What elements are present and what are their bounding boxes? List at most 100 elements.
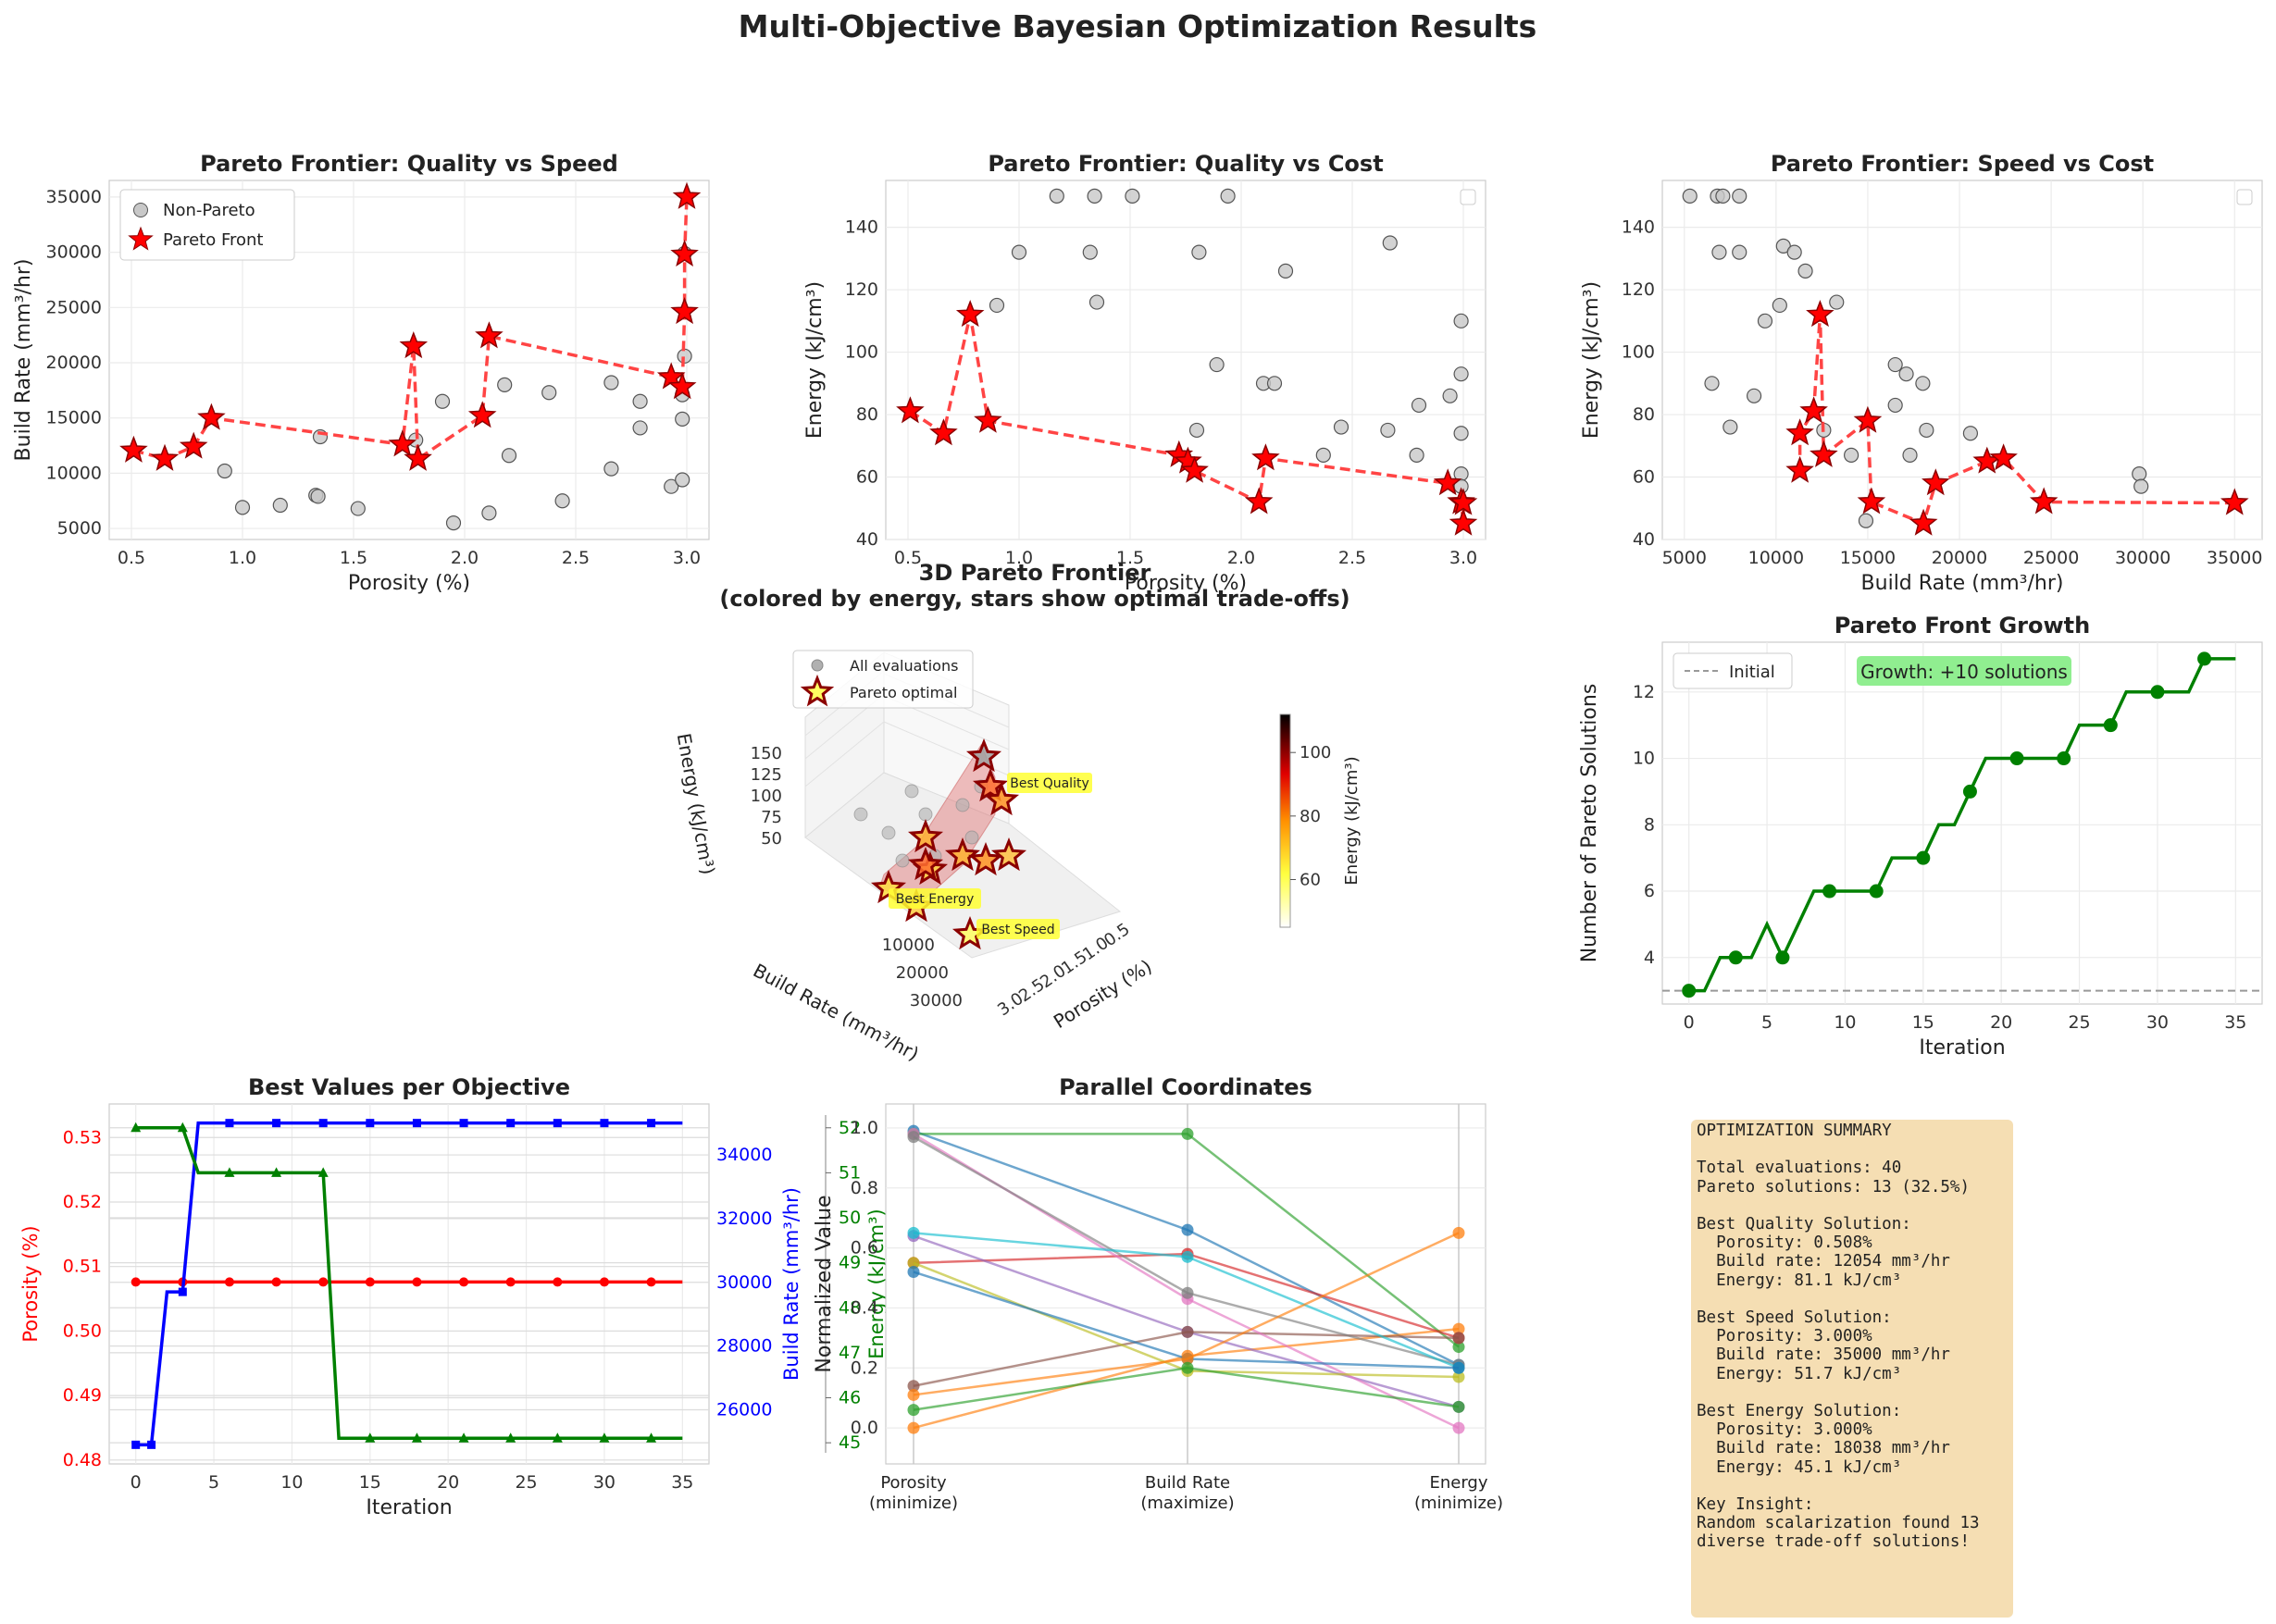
pane-gridline (804, 721, 885, 787)
pareto-point (1857, 487, 1886, 514)
parallel-point (907, 1257, 920, 1270)
chart-title: Pareto Frontier: Quality vs Cost (988, 151, 1383, 177)
best-point (224, 1277, 234, 1287)
y-tick-label-porosity: 0.49 (63, 1385, 102, 1406)
annotation-label: Best Energy (896, 892, 974, 907)
x-tick-label: 20000 (1932, 548, 1987, 568)
pareto-point (1806, 300, 1834, 328)
non-pareto-point (1829, 294, 1845, 310)
evaluation-point (918, 807, 933, 822)
annotation-label: Best Quality (1010, 776, 1088, 791)
legend-label: Initial (1729, 663, 1775, 682)
x-tick-label: 5000 (1662, 548, 1707, 568)
pareto-point (1799, 396, 1828, 424)
x-tick-label: 25000 (2023, 548, 2079, 568)
parallel-point (1181, 1250, 1194, 1263)
non-pareto-point (1209, 356, 1225, 373)
x-tick-label: 35000 (2207, 548, 2262, 568)
parallel-point (1452, 1400, 1465, 1413)
best-point (131, 1277, 141, 1287)
x-tick-label: 20 (1990, 1012, 2012, 1033)
y-tick-label: 0.8 (851, 1178, 878, 1198)
y-tick-label-energy: 48 (839, 1297, 861, 1318)
parallel-point (1452, 1322, 1465, 1335)
y-tick-label: 30000 (46, 242, 102, 263)
non-pareto-point (632, 393, 648, 409)
growth-point (1728, 950, 1743, 965)
non-pareto-point (1887, 397, 1903, 414)
pareto-point (1810, 440, 1838, 467)
legend-label: Pareto Front (163, 230, 263, 250)
pareto-point (1785, 455, 1814, 483)
x-tick-label: 35 (671, 1472, 693, 1493)
best-point (271, 1167, 282, 1177)
parallel-point (907, 1266, 920, 1279)
legend-box (1673, 652, 1793, 689)
z-tick-label: 150 (751, 744, 782, 763)
parallel-point (1181, 1353, 1194, 1366)
parallel-point (1452, 1370, 1465, 1383)
chart-subtitle: (colored by energy, stars show optimal t… (719, 586, 1349, 612)
y-tick-label: 25000 (46, 297, 102, 317)
best-point (553, 1277, 563, 1287)
y-tick-label: 80 (856, 404, 878, 425)
y-tick-label: 0.0 (851, 1418, 878, 1438)
parallel-point (1181, 1361, 1194, 1374)
chart-title: Pareto Frontier: Speed vs Cost (1771, 151, 2154, 177)
non-pareto-point (1682, 188, 1698, 204)
growth-point (2150, 685, 2165, 700)
growth-point (2103, 718, 2118, 733)
category-label: Porosity (880, 1473, 947, 1493)
x-tick-label: 30000 (2115, 548, 2170, 568)
best-point (271, 1277, 281, 1287)
growth-annotation-box (1857, 656, 2071, 686)
x-tick-label: 15 (1912, 1012, 1934, 1033)
non-pareto-point (1411, 397, 1427, 414)
annotation-box (1007, 773, 1092, 793)
x-tick-label: 15 (359, 1472, 381, 1493)
y-tick-label: 35000 (46, 187, 102, 207)
y-tick-label: 8 (1644, 814, 1655, 835)
non-pareto-point (217, 463, 232, 479)
y-axis-label: Number of Pareto Solutions (1578, 684, 1601, 963)
best-point (600, 1119, 609, 1128)
parallel-point (1452, 1361, 1465, 1374)
best-point (318, 1277, 329, 1287)
y-tick-label: 10 (1633, 749, 1655, 769)
pareto-point (2029, 487, 2058, 514)
pareto-point (399, 331, 429, 359)
pareto-star (967, 841, 1004, 876)
pareto-point (929, 418, 958, 446)
legend-marker-pareto (128, 226, 154, 251)
pareto-point (667, 372, 697, 400)
pareto-star (972, 767, 1009, 802)
y-tick-label-porosity: 0.53 (63, 1127, 102, 1147)
non-pareto-point (1844, 447, 1859, 464)
x-axis-label: Porosity (%) (348, 572, 470, 595)
plot-area (885, 180, 1486, 540)
evaluation-point (881, 825, 896, 840)
parallel-point (907, 1388, 920, 1401)
x-tick-label: 10 (280, 1472, 303, 1493)
non-pareto-point (1715, 188, 1731, 204)
best-point (365, 1432, 376, 1443)
y-tick-label-porosity: 0.52 (63, 1192, 102, 1212)
x-tick-label: 3.0 (1449, 548, 1477, 568)
chart-title: Parallel Coordinates (1059, 1074, 1312, 1100)
colorbar-tick-label: 80 (1300, 807, 1321, 826)
y-tick-label: 1.0 (851, 1118, 878, 1138)
y-axis-label: Energy (kJ/cm³) (1580, 281, 1603, 439)
pareto-point (388, 429, 417, 457)
pareto-point (179, 431, 208, 459)
x-tick-label: 2.5 (562, 548, 590, 568)
legend-marker-pareto (800, 674, 835, 707)
pareto-point (475, 321, 504, 349)
non-pareto-point (310, 489, 326, 504)
y-tick-label: 20000 (46, 353, 102, 373)
non-pareto-point (1919, 422, 1934, 439)
best-point (131, 1440, 141, 1449)
x-tick-label: 30 (2146, 1012, 2169, 1033)
chart-title: Pareto Front Growth (1834, 613, 2090, 638)
pareto-point (467, 401, 497, 428)
y-axis-label-porosity: Porosity (%) (19, 1225, 42, 1342)
